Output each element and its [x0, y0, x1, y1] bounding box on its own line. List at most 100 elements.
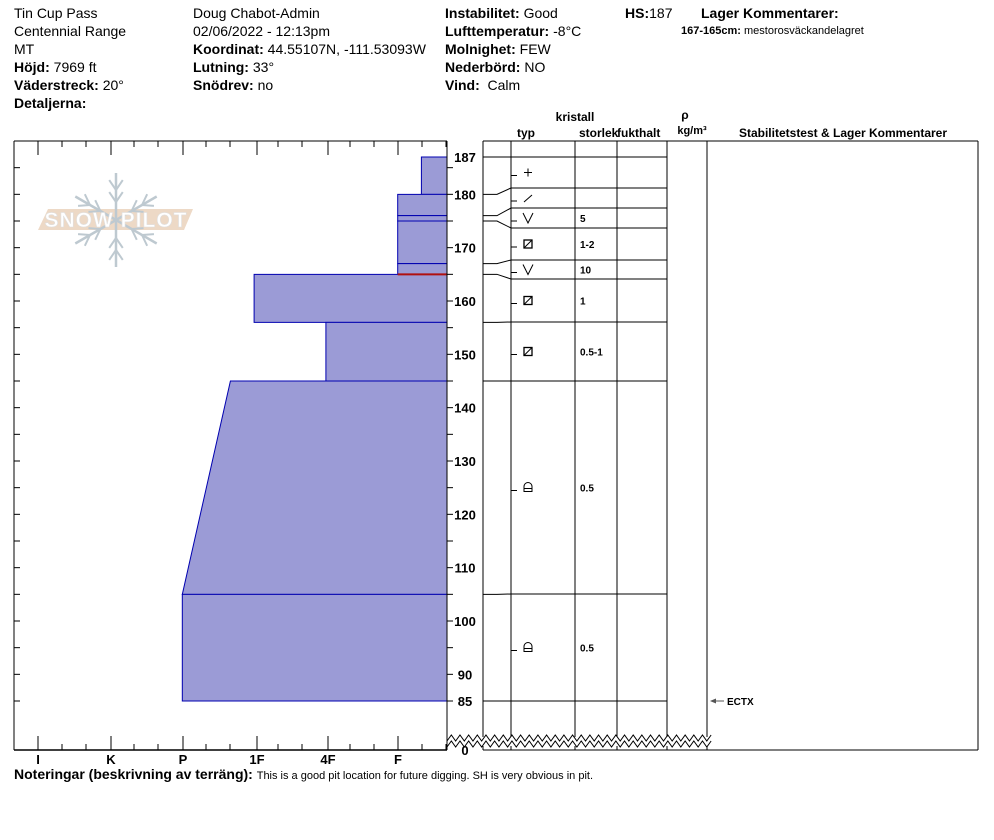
snowflake-branch: [83, 234, 91, 247]
observer-block: Doug Chabot-Admin 02/06/2022 - 12:13pm K…: [193, 4, 426, 94]
air-temp-value: -8°C: [553, 23, 582, 39]
diag: [523, 296, 533, 305]
notes: Noteringar (beskrivning av terräng): Thi…: [14, 766, 593, 782]
elevation-value: 7969 ft: [53, 59, 97, 75]
snowflake-branch: [77, 233, 91, 236]
snowflake-arm: [115, 218, 158, 245]
crystal-size: 1: [580, 297, 586, 308]
sky: Molnighet: FEW: [445, 40, 581, 58]
axis-break-zigzag: [446, 734, 712, 742]
layer-table: 5 1-2 10 1 0.5-1 0.5 0.5 ECTX: [482, 140, 979, 751]
arch: [523, 642, 533, 652]
stability: Instabilitet: Good: [445, 4, 581, 22]
aspect-label: Väderstreck:: [14, 77, 99, 93]
layer-comment: 167-165cm: mestorosväckandelagret: [681, 22, 864, 40]
crystal-type-slash-icon: [511, 194, 533, 203]
header-stability: Stabilitetstest & Lager Kommentarer: [739, 126, 947, 140]
hardness-tick-label: K: [106, 752, 116, 767]
snowflake-branch: [131, 227, 144, 230]
header-rho: ρ: [681, 108, 688, 122]
coordinates-label: Koordinat:: [193, 41, 264, 57]
snowflake-branch: [115, 249, 124, 261]
snowflake-branch: [131, 210, 144, 213]
details: Detaljerna:: [14, 94, 126, 112]
hardness-layer: [397, 220, 448, 265]
stability-label: Instabilitet:: [445, 5, 520, 21]
crystal-size: 0.5-1: [580, 348, 603, 359]
precip-label: Nederbörd:: [445, 59, 521, 75]
aspect: Väderstreck: 20°: [14, 76, 126, 94]
layer-comments-title-text: Lager Kommentarer:: [701, 5, 839, 21]
height-tick-label: 90: [458, 667, 472, 682]
snowflake-arm: [74, 218, 117, 245]
air-temp: Lufttemperatur: -8°C: [445, 22, 581, 40]
crystal-type-box-icon: [511, 295, 533, 306]
crystal-type-vee-icon: [511, 264, 534, 276]
layer-comment-text: mestorosväckandelagret: [744, 25, 864, 37]
axis-break-zigzag: [446, 740, 712, 748]
wind-loading-label: Snödrev:: [193, 77, 254, 93]
layer-connector: [483, 273, 512, 280]
hardness-layer: [181, 593, 448, 702]
wind-loading-value: no: [257, 77, 274, 93]
header-type: typ: [517, 126, 535, 140]
details-label: Detaljerna:: [14, 95, 87, 111]
crystal-size: 0.5: [580, 644, 594, 655]
snowpilot-logo: SNOW PILOT: [38, 173, 193, 267]
height-tick-label: 100: [454, 614, 476, 629]
hardness-tick-label: P: [179, 752, 188, 767]
snowflake-branch: [94, 199, 102, 212]
snowflake-branch: [115, 179, 124, 191]
crystal-type-vee-icon: [511, 212, 534, 225]
crystal-size: 1-2: [580, 240, 595, 251]
header-density: kg/m³: [677, 125, 707, 137]
snowflake-branch: [94, 228, 102, 241]
snowflake-branch: [77, 204, 91, 207]
snowflake-branch: [141, 204, 155, 207]
notes-text: This is a good pit location for future d…: [256, 770, 594, 782]
snowflake-branch: [141, 233, 155, 236]
layer-connector: [483, 207, 512, 217]
precip: Nederbörd: NO: [445, 58, 581, 76]
crystal-size: 0.5: [580, 484, 594, 495]
header-size: storlek: [579, 126, 619, 140]
sky-label: Molnighet:: [445, 41, 516, 57]
hs-value: 187: [649, 5, 673, 21]
vee: [522, 212, 534, 225]
air-temp-label: Lufttemperatur:: [445, 23, 550, 39]
wind-label: Vind:: [445, 77, 480, 93]
hardness-layer: [397, 215, 448, 222]
hardness-layer: [181, 380, 448, 595]
wind: Vind: Calm: [445, 76, 581, 94]
box: [523, 346, 533, 357]
header-moisture: fukthalt: [617, 126, 660, 140]
height-tick-label: 0: [461, 743, 468, 758]
slope-value: 33°: [252, 59, 275, 75]
layer-connector: [483, 220, 512, 229]
aspect-value: 20°: [102, 77, 124, 93]
crystal-type-plus-icon: [511, 168, 532, 177]
location-block: Tin Cup Pass Centennial Range MT Höjd: 7…: [14, 4, 126, 112]
snowflake-branch: [141, 234, 149, 247]
snowflake-branch: [88, 227, 101, 230]
arch: [523, 482, 533, 492]
layer-connector: [483, 259, 512, 265]
logo-text: SNOW PILOT: [45, 209, 188, 232]
layer-comment-range: 167-165cm:: [681, 25, 741, 37]
layer-comments-title: Lager Kommentarer:: [701, 4, 839, 22]
snowflake-branch: [108, 249, 117, 261]
height-tick-label: 110: [455, 561, 476, 576]
wind-loading: Snödrev: no: [193, 76, 426, 94]
snowflake-branch: [88, 210, 101, 213]
chart-axes: I K P 1F 4F F18718017016015014013012011010090…: [13, 140, 712, 767]
height-tick-label: 140: [454, 401, 476, 416]
snowflake-branch: [130, 228, 138, 241]
height-tick-label: 180: [454, 187, 476, 202]
hardness-tick-label: 1F: [249, 752, 264, 767]
crystal-type-arch-icon: [511, 482, 533, 492]
height-tick-label: 85: [458, 694, 472, 709]
height-tick-label: 160: [454, 294, 476, 309]
snowflake-branch: [115, 191, 124, 203]
hardness-layer: [325, 321, 448, 382]
